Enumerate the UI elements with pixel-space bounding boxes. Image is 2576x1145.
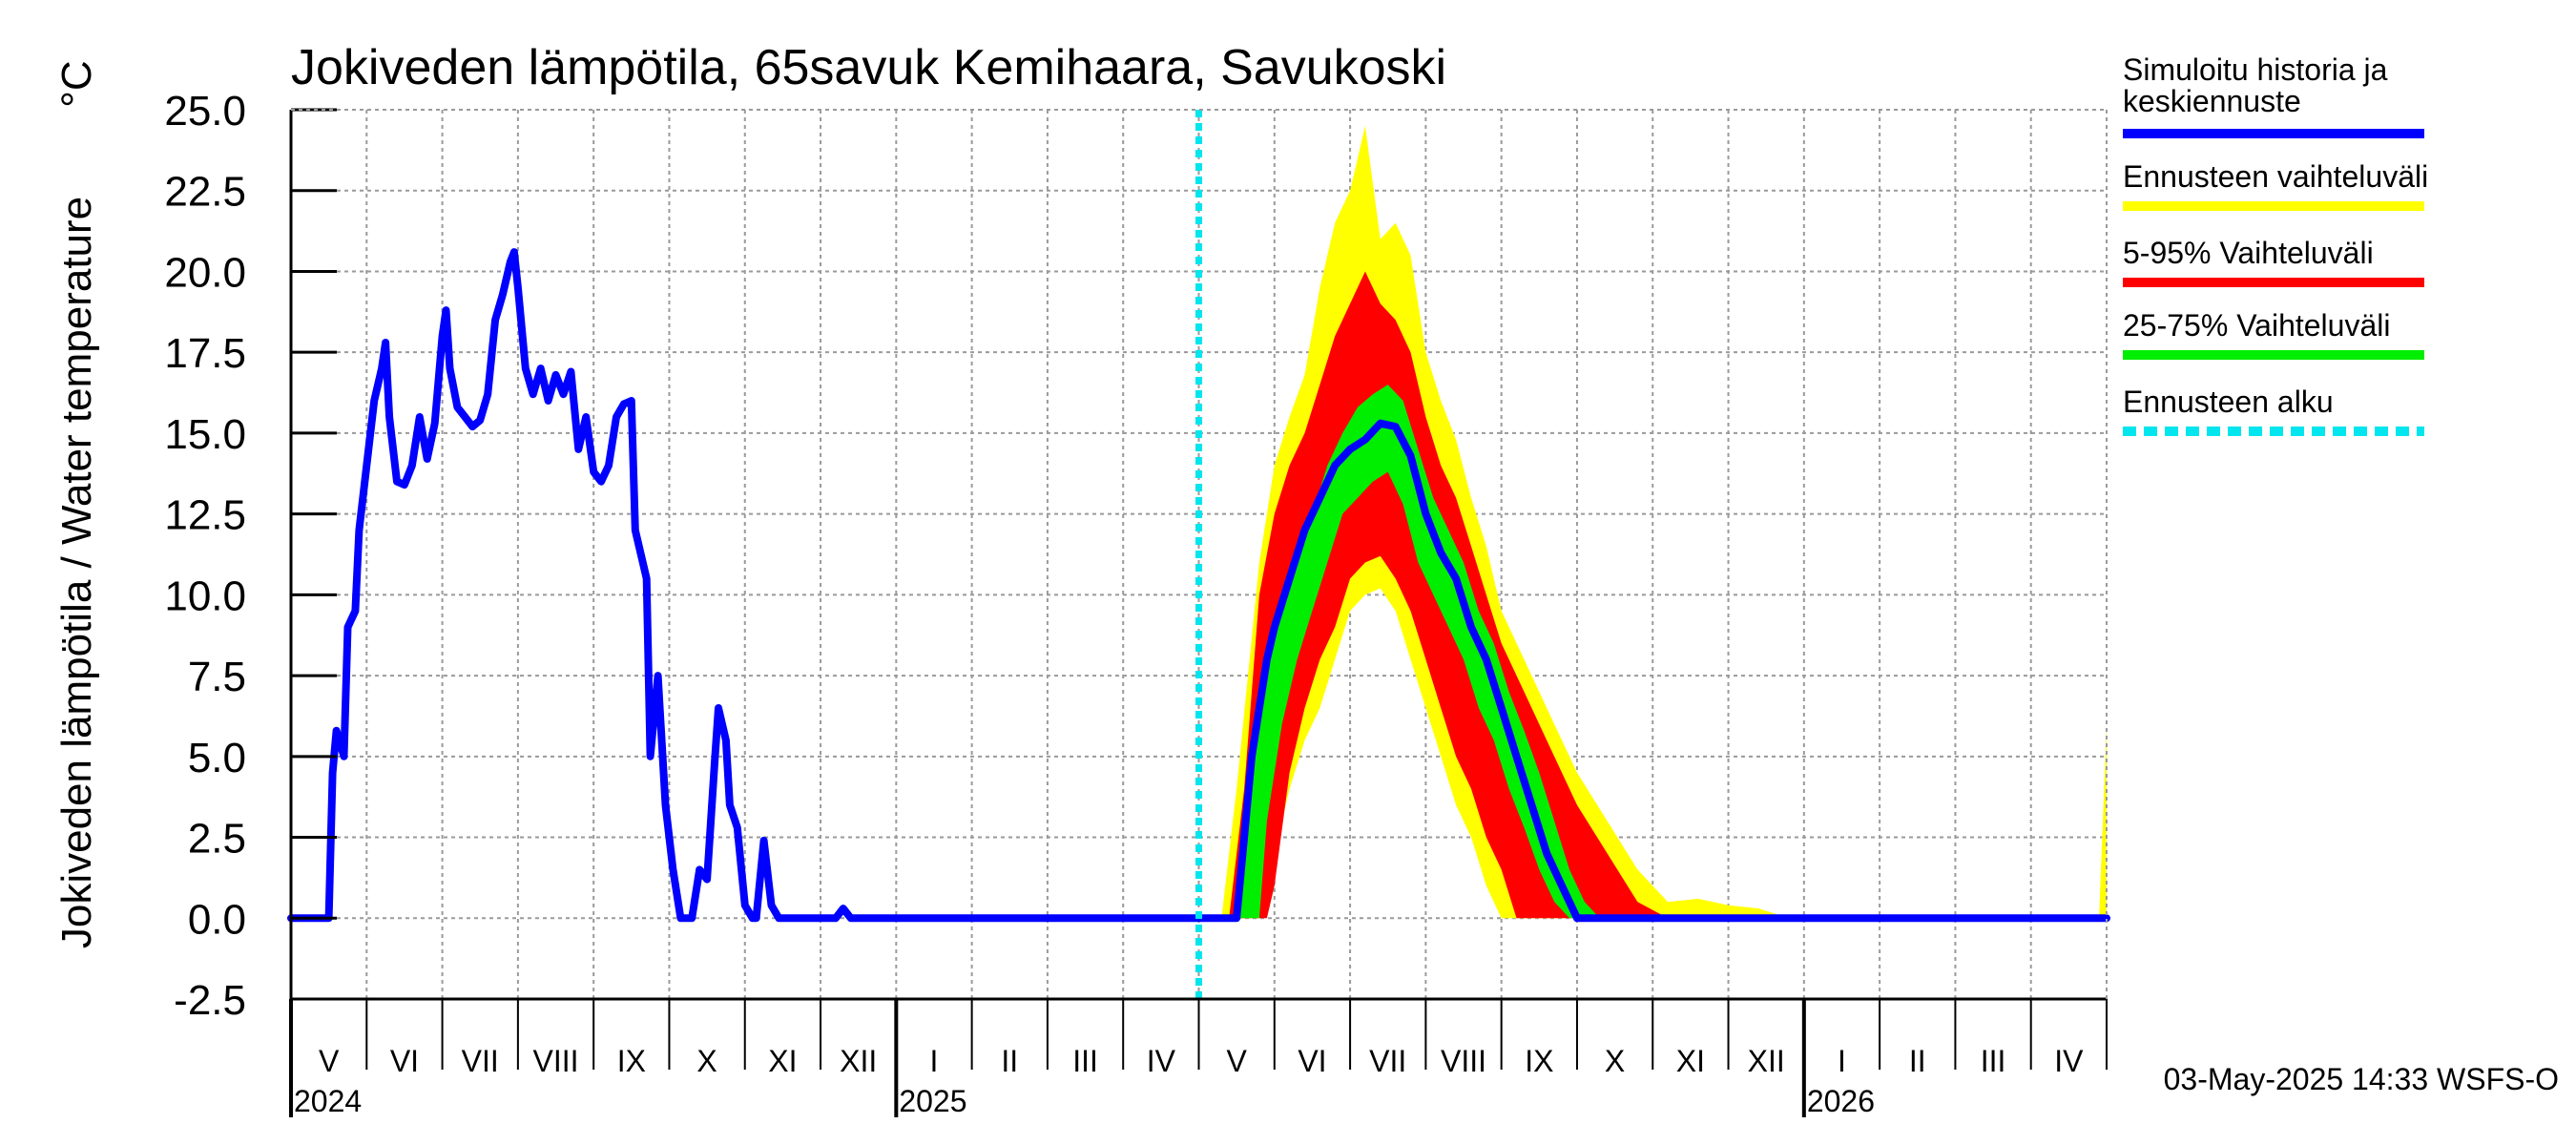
y-tick-label: 12.5 <box>164 492 246 539</box>
year-label: 2024 <box>294 1084 362 1118</box>
year-label: 2026 <box>1807 1084 1875 1118</box>
month-label: VII <box>1369 1044 1406 1078</box>
month-label: I <box>930 1044 939 1078</box>
axes: 25.0 22.5 20.0 17.5 15.0 12.5 10.0 7.5 5.0 2.5 0.0… <box>164 88 2108 1118</box>
month-label: IV <box>2054 1044 2084 1078</box>
month-label: VI <box>1298 1044 1326 1078</box>
forecast-bands <box>1221 125 2107 919</box>
month-label: VII <box>462 1044 499 1078</box>
y-tick-label: 5.0 <box>188 735 246 781</box>
month-label: IX <box>617 1044 646 1078</box>
y-tick-label: 20.0 <box>164 249 246 296</box>
month-label: III <box>1072 1044 1098 1078</box>
legend-label: Ennusteen alku <box>2123 385 2334 419</box>
y-tick-label: 22.5 <box>164 169 246 216</box>
month-label: II <box>1909 1044 1926 1078</box>
month-label: VIII <box>1441 1044 1486 1078</box>
month-label: XII <box>840 1044 877 1078</box>
band-ennusteen-vaihteluv-li <box>1221 125 2107 919</box>
month-label: X <box>696 1044 717 1078</box>
month-label: II <box>1001 1044 1018 1078</box>
y-axis-label: Jokiveden lämpötila / Water temperature <box>53 197 100 948</box>
y-tick-label: 2.5 <box>188 816 246 863</box>
y-tick-label: 15.0 <box>164 411 246 458</box>
legend-label: 25-75% Vaihteluväli <box>2123 308 2390 343</box>
legend-label: Simuloitu historia ja <box>2123 52 2388 87</box>
y-tick-label: 25.0 <box>164 88 246 135</box>
month-label: XI <box>1676 1044 1705 1078</box>
band-5-95-vaihteluv-li <box>1229 271 2107 919</box>
series-lines <box>287 110 2110 999</box>
legend-label: 5-95% Vaihteluväli <box>2123 236 2374 270</box>
month-label: III <box>1981 1044 2006 1078</box>
legend-label: keskiennuste <box>2123 84 2301 118</box>
y-tick-label: 17.5 <box>164 330 246 377</box>
year-label: 2025 <box>899 1084 966 1118</box>
month-label: IX <box>1525 1044 1553 1078</box>
chart-title: Jokiveden lämpötila, 65savuk Kemihaara, … <box>291 40 1446 95</box>
month-label: IV <box>1147 1044 1176 1078</box>
month-label: XII <box>1748 1044 1785 1078</box>
footer-timestamp: 03-May-2025 14:33 WSFS-O <box>2164 1062 2559 1096</box>
month-label: V <box>319 1044 340 1078</box>
y-tick-label: -2.5 <box>174 977 246 1024</box>
y-tick-label: 0.0 <box>188 896 246 943</box>
y-tick-label: 7.5 <box>188 654 246 700</box>
month-label: X <box>1605 1044 1625 1078</box>
y-axis-unit: °C <box>53 60 100 107</box>
legend-label: Ennusteen vaihteluväli <box>2123 159 2428 194</box>
month-label: VIII <box>533 1044 579 1078</box>
y-tick-label: 10.0 <box>164 572 246 619</box>
month-label: VI <box>390 1044 419 1078</box>
month-label: I <box>1838 1044 1846 1078</box>
month-label: XI <box>768 1044 797 1078</box>
month-label: V <box>1226 1044 1247 1078</box>
series-line-mean <box>287 248 2110 923</box>
